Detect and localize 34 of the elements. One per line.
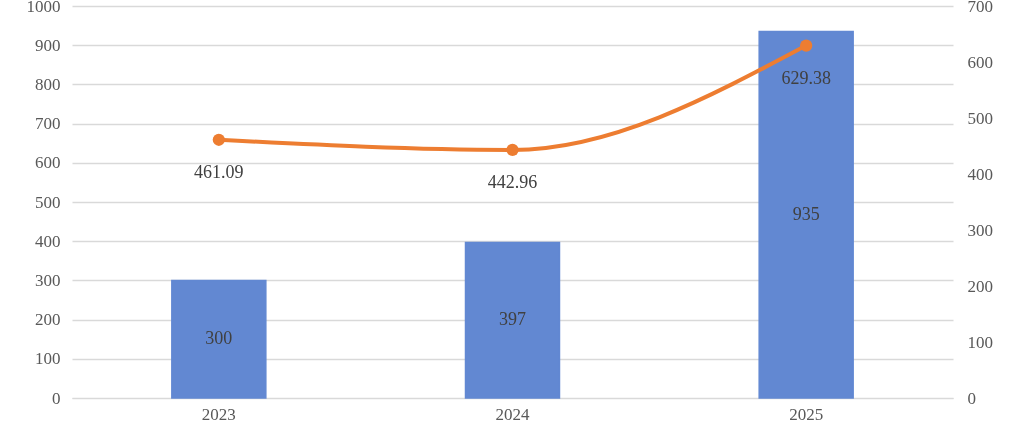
data-label: 397 xyxy=(499,309,526,330)
y-tick-label: 900 xyxy=(35,35,61,55)
bar xyxy=(171,279,267,399)
x-tick-label: 2025 xyxy=(789,404,824,424)
bar xyxy=(464,241,561,399)
y-tick-label: 0 xyxy=(52,388,61,408)
y2-tick-label: 0 xyxy=(967,388,976,408)
x-tick-label: 2023 xyxy=(201,404,236,424)
data-label: 300 xyxy=(205,328,233,349)
data-label: 629.38 xyxy=(781,67,831,88)
bar xyxy=(758,30,854,399)
data-label: 935 xyxy=(792,203,820,224)
y2-tick-label: 600 xyxy=(967,52,993,72)
y2-tick-label: 700 xyxy=(967,0,993,16)
y2-tick-label: 300 xyxy=(967,220,993,240)
y2-tick-label: 100 xyxy=(967,332,993,352)
y-tick-label: 600 xyxy=(35,153,61,173)
y2-tick-label: 200 xyxy=(967,276,993,296)
y2-tick-label: 400 xyxy=(967,164,993,184)
y2-tick-label: 500 xyxy=(967,108,993,128)
point xyxy=(212,133,225,146)
y-tick-label: 800 xyxy=(35,74,61,94)
y-tick-label: 1000 xyxy=(26,0,61,16)
x-tick-label: 2024 xyxy=(495,404,530,424)
y-tick-label: 200 xyxy=(35,310,61,330)
point xyxy=(506,143,519,157)
data-label: 442.96 xyxy=(487,171,538,192)
y-tick-label: 500 xyxy=(35,192,61,212)
data-label: 461.09 xyxy=(194,161,244,182)
y-tick-label: 300 xyxy=(35,270,61,290)
point xyxy=(800,39,813,52)
y-tick-label: 400 xyxy=(35,231,61,251)
y-tick-label: 700 xyxy=(35,114,61,134)
y-tick-label: 100 xyxy=(35,349,61,369)
